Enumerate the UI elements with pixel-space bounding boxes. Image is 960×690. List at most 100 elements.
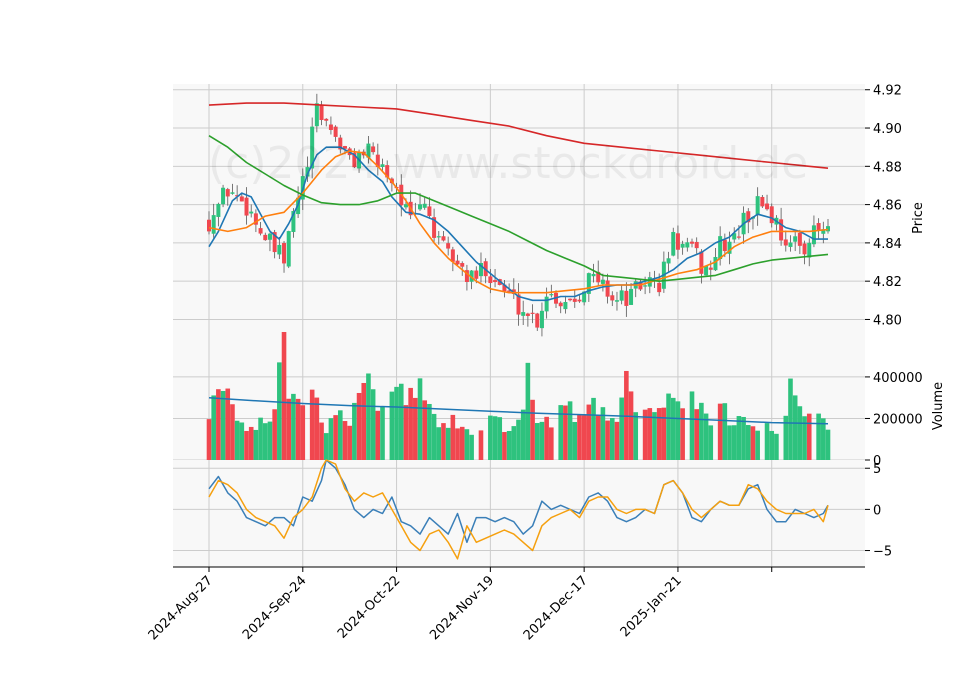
candle-body-55 [464,270,469,283]
candle-body-108 [713,256,718,271]
candle-body-54 [460,263,465,267]
volume-bar-79 [577,414,582,460]
volume-bar-81 [586,404,592,460]
volume-bar-86 [609,418,615,460]
candle-body-35 [371,146,376,153]
volume-bar-62 [497,417,503,460]
volume-bar-93 [642,409,648,460]
candle-body-14 [272,232,277,253]
volume-bar-32 [356,392,362,460]
volume-bar-24 [319,422,324,460]
candle-body-46 [422,203,427,208]
candle-body-122 [779,219,784,241]
candle-body-47 [427,206,432,216]
volume-bar-128 [806,413,812,460]
volume-bar-39 [389,391,395,460]
candle-body-64 [507,290,512,292]
volume-bar-63 [502,432,507,460]
volume-bar-29 [342,421,348,460]
candle-body-4 [225,189,230,197]
volume-bar-3 [220,390,226,460]
volume-bar-16 [281,331,287,460]
price-tick-label-6: 4.92 [873,84,902,99]
volume-panel: 0 200000 400000 [173,331,923,469]
candle-body-34 [366,143,371,158]
candle-body-72 [544,296,549,312]
volume-bar-10 [253,429,259,460]
volume-bar-107 [708,425,714,460]
volume-bar-65 [511,426,517,460]
volume-bar-33 [361,382,367,460]
candle-body-90 [629,288,634,305]
volume-bar-40 [394,386,399,460]
price-tick-label-2: 4.84 [873,237,902,252]
candle-body-130 [816,223,821,231]
candle-body-10 [253,213,258,225]
volume-bar-43 [408,387,413,460]
volume-bar-119 [764,423,770,460]
volume-bar-83 [595,415,601,460]
candle-body-84 [600,279,605,284]
candle-body-106 [704,265,709,276]
volume-bar-49 [436,427,442,460]
volume-bar-88 [619,397,624,460]
volume-bar-8 [244,430,249,460]
volume-bar-85 [605,420,610,460]
volume-bar-9 [248,426,254,460]
candle-body-8 [244,197,249,216]
watermark: (c)2024 www.stockdroid.de [208,138,808,189]
candle-body-88 [619,290,624,301]
volume-tick-label-1: 200000 [873,412,923,427]
candle-body-1 [211,215,216,234]
volume-bar-28 [338,410,343,460]
volume-bar-68 [525,362,531,460]
volume-bar-84 [600,407,606,460]
volume-bar-56 [469,434,474,460]
volume-bar-60 [488,415,493,460]
candle-body-27 [333,126,338,137]
candle-body-96 [657,282,662,293]
candle-body-11 [258,228,263,234]
volume-bar-116 [750,426,756,460]
volume-bar-22 [309,389,315,460]
volume-bar-69 [530,399,535,460]
volume-bar-36 [375,410,381,460]
candle-body-81 [586,273,591,294]
x-tick-label-0: 2024-Aug-27 [146,573,216,643]
candle-body-109 [718,236,723,260]
candle-body-66 [516,294,521,315]
x-axis: 2024-Aug-27 2024-Sep-24 2024-Oct-22 2024-No… [146,566,865,643]
price-tick-label-1: 4.82 [873,275,902,290]
oscillator-panel: −5 0 5 [173,459,892,567]
candle-body-24 [319,104,324,121]
volume-bar-98 [666,393,671,460]
candle-body-53 [455,260,460,265]
candle-body-107 [708,267,713,270]
volume-bar-131 [821,418,826,460]
candle-body-113 [736,236,741,238]
volume-tick-label-0: 0 [873,454,881,469]
volume-bar-13 [267,421,273,460]
volume-bar-121 [774,433,779,460]
candle-body-101 [680,243,685,248]
candle-body-9 [249,211,254,214]
candle-body-86 [610,295,615,301]
x-tick-label-2: 2024-Oct-22 [335,573,403,641]
candle-body-52 [450,249,455,262]
volume-bar-5 [230,404,235,460]
volume-bar-47 [427,403,432,460]
candle-body-12 [263,234,268,241]
volume-bar-94 [647,408,653,460]
volume-bar-55 [464,429,470,460]
volume-bar-70 [534,423,540,460]
candle-body-120 [769,206,774,224]
candle-body-51 [446,243,451,249]
candle-body-76 [563,302,568,310]
volume-axis-label: Volume [931,382,946,430]
volume-bar-123 [783,415,789,460]
volume-bar-61 [492,416,498,460]
volume-bar-34 [366,373,371,460]
candle-body-118 [760,196,765,207]
candle-body-85 [605,280,610,297]
